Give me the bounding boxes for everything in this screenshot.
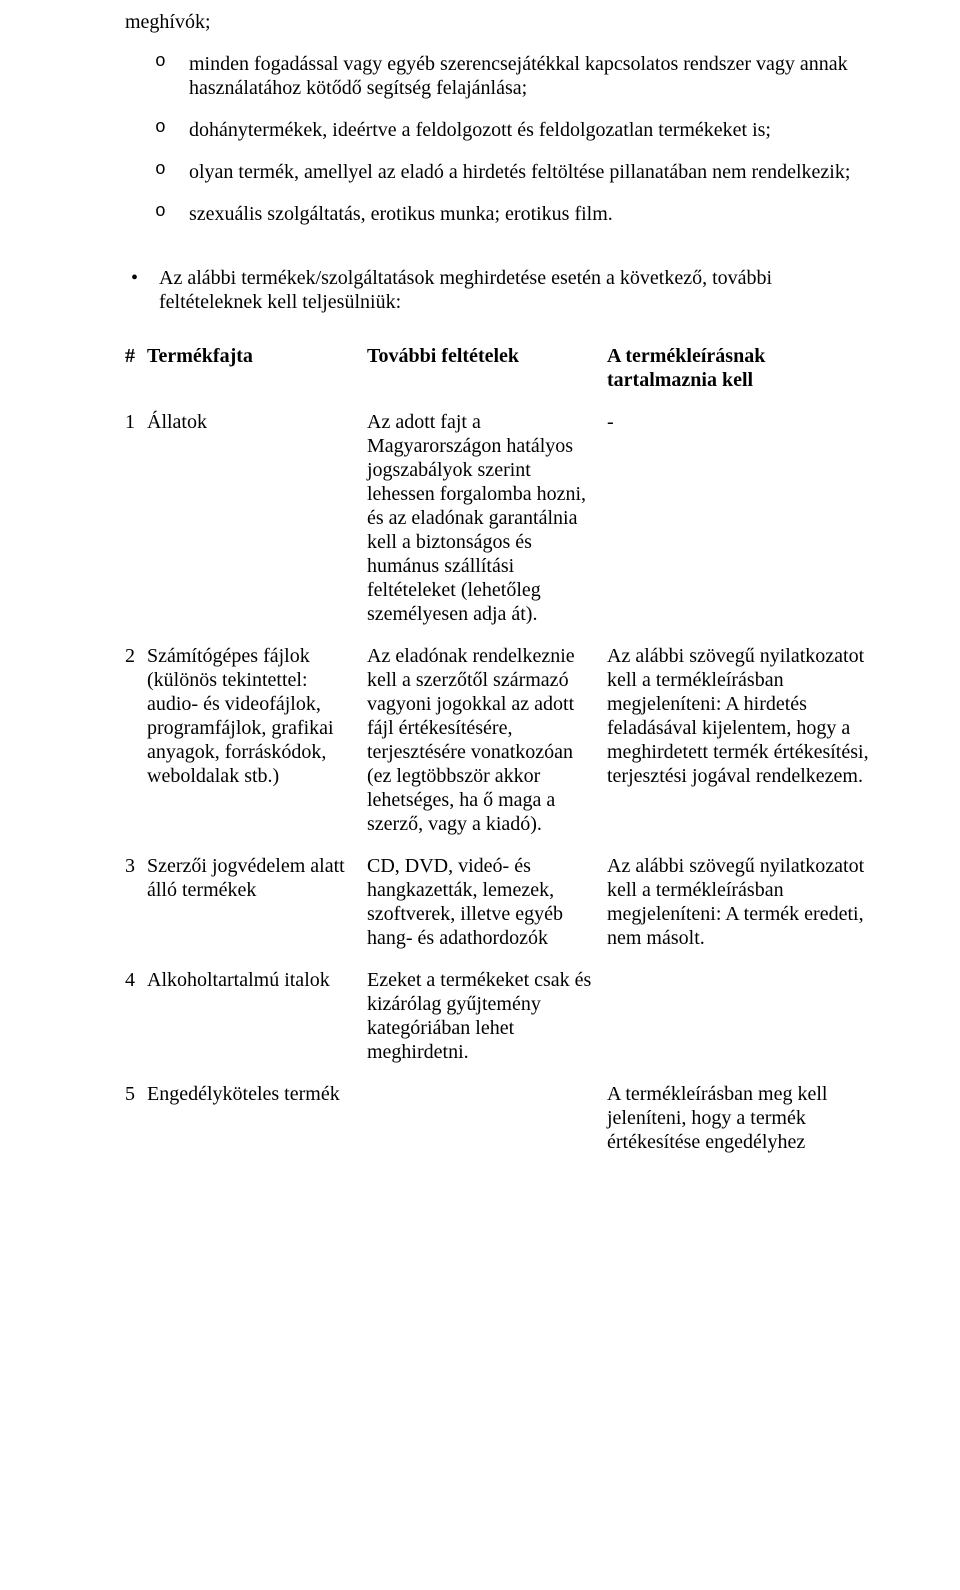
cell-num: 4	[125, 964, 147, 1078]
prohibited-list: minden fogadással vagy egyéb szerencsejá…	[125, 52, 880, 226]
cell-type: Szerzői jogvédelem alatt álló termékek	[147, 850, 367, 964]
header-desc: A termékleírásnak tartalmaznia kell	[607, 338, 880, 406]
cell-cond: Az adott fajt a Magyarországon hatályos …	[367, 406, 607, 640]
cell-type: Állatok	[147, 406, 367, 640]
cell-num: 1	[125, 406, 147, 640]
header-type: Termékfajta	[147, 338, 367, 406]
conditions-intro-list: Az alábbi termékek/szolgáltatások meghir…	[125, 266, 880, 314]
table-row: 5 Engedélyköteles termék A termékleírásb…	[125, 1078, 880, 1168]
document-page: meghívók; minden fogadással vagy egyéb s…	[0, 0, 960, 1198]
conditions-table: # Termékfajta További feltételek A termé…	[125, 338, 880, 1168]
list-item: dohánytermékek, ideértve a feldolgozott …	[189, 118, 880, 142]
cell-cond: Ezeket a termékeket csak és kizárólag gy…	[367, 964, 607, 1078]
list-item: olyan termék, amellyel az eladó a hirdet…	[189, 160, 880, 184]
table-row: 4 Alkoholtartalmú italok Ezeket a termék…	[125, 964, 880, 1078]
cell-desc: Az alábbi szövegű nyilatkozatot kell a t…	[607, 640, 880, 850]
cell-type: Alkoholtartalmú italok	[147, 964, 367, 1078]
table-row: 1 Állatok Az adott fajt a Magyarországon…	[125, 406, 880, 640]
cell-cond: CD, DVD, videó- és hangkazetták, lemezek…	[367, 850, 607, 964]
cell-num: 5	[125, 1078, 147, 1168]
cell-desc: Az alábbi szövegű nyilatkozatot kell a t…	[607, 850, 880, 964]
cell-num: 3	[125, 850, 147, 964]
header-cond: További feltételek	[367, 338, 607, 406]
table-row: 2 Számítógépes fájlok (különös tekintett…	[125, 640, 880, 850]
cell-type: Engedélyköteles termék	[147, 1078, 367, 1168]
cell-desc: A termékleírásban meg kell jeleníteni, h…	[607, 1078, 880, 1168]
list-item: szexuális szolgáltatás, erotikus munka; …	[189, 202, 880, 226]
conditions-intro: Az alábbi termékek/szolgáltatások meghir…	[159, 266, 880, 314]
cell-num: 2	[125, 640, 147, 850]
list-item: minden fogadással vagy egyéb szerencsejá…	[189, 52, 880, 100]
table-header-row: # Termékfajta További feltételek A termé…	[125, 338, 880, 406]
cell-desc	[607, 964, 880, 1078]
table-row: 3 Szerzői jogvédelem alatt álló termékek…	[125, 850, 880, 964]
header-num: #	[125, 338, 147, 406]
continuation-line: meghívók;	[125, 10, 880, 34]
cell-cond: Az eladónak rendelkeznie kell a szerzőtő…	[367, 640, 607, 850]
cell-type: Számítógépes fájlok (különös tekintettel…	[147, 640, 367, 850]
cell-desc: -	[607, 406, 880, 640]
cell-cond	[367, 1078, 607, 1168]
